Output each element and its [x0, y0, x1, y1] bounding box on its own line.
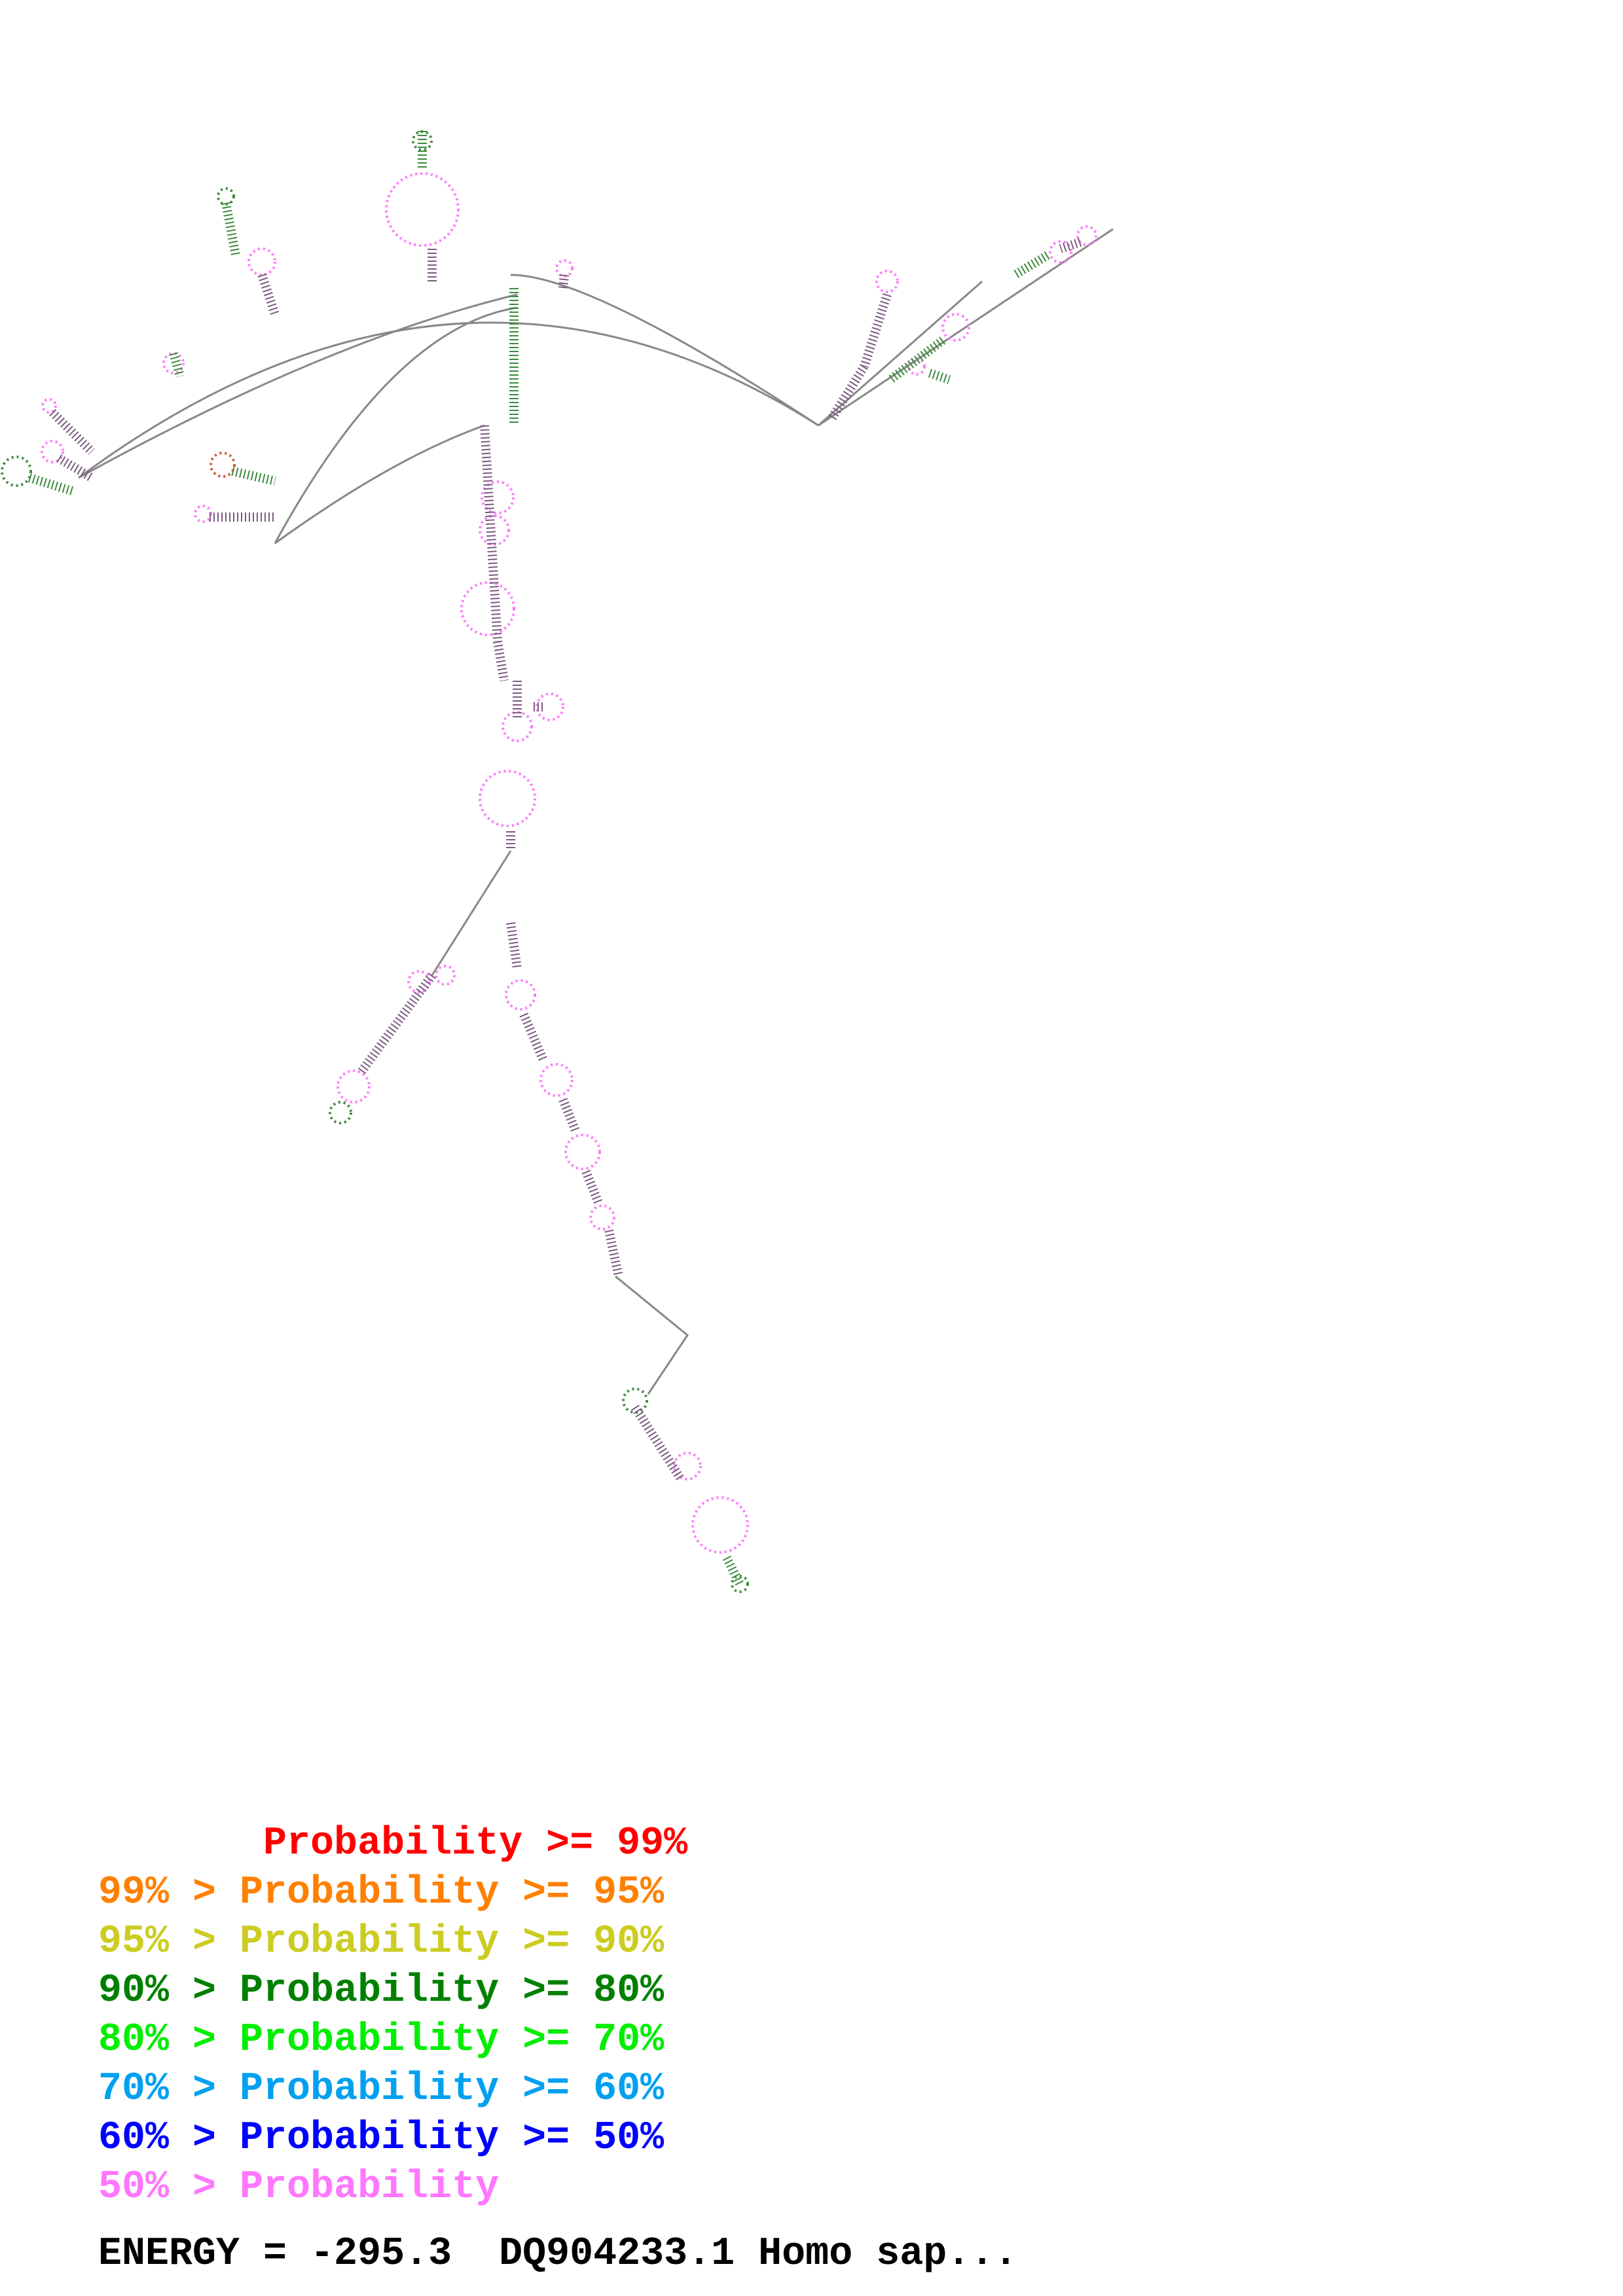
legend-item: 99% > Probability >= 95% — [98, 1871, 665, 1915]
loop — [479, 514, 510, 546]
backbone-segment — [818, 228, 1114, 427]
stem — [887, 336, 946, 384]
loop — [622, 1388, 648, 1414]
energy-label: ENERGY = -295.3 — [98, 2232, 452, 2276]
rna-structure-diagram — [1, 130, 1114, 1593]
loop — [875, 270, 899, 293]
stem — [1059, 238, 1082, 253]
loop — [407, 970, 431, 994]
stem — [581, 1170, 604, 1206]
backbone-segment — [510, 274, 819, 427]
loop — [501, 711, 533, 742]
loop — [162, 352, 185, 374]
energy-and-sequence: ENERGY = -295.3 DQ904233.1 Homo sap... — [98, 2232, 1017, 2276]
loop — [337, 1069, 371, 1103]
loop — [210, 452, 236, 478]
backbone-segment — [78, 321, 819, 479]
stem — [928, 368, 951, 384]
backbone-segment — [615, 1275, 689, 1395]
loop — [41, 440, 64, 463]
stem — [631, 1405, 685, 1482]
legend-item: 60% > Probability >= 50% — [98, 2116, 665, 2161]
stem — [519, 1013, 548, 1062]
stem — [221, 202, 240, 257]
stem — [169, 352, 185, 378]
legend-item: 80% > Probability >= 70% — [98, 2018, 665, 2062]
loop — [385, 172, 460, 247]
loop — [505, 979, 536, 1011]
loop — [1049, 240, 1072, 264]
loop — [247, 247, 276, 276]
stem — [860, 293, 892, 368]
loop — [217, 187, 235, 206]
backbone-lines — [78, 228, 1114, 1395]
legend-item: 50% > Probability — [98, 2165, 500, 2210]
loop — [329, 1101, 352, 1124]
stem — [506, 922, 522, 969]
loop — [481, 480, 515, 514]
backbone-segment — [274, 424, 485, 545]
backbone-segment — [818, 280, 983, 427]
backbone-segment — [431, 850, 512, 976]
stem — [722, 1555, 744, 1587]
loop — [941, 313, 970, 342]
stems — [27, 131, 1082, 1587]
backbone-segment — [274, 306, 518, 544]
loop — [41, 398, 57, 414]
loop — [564, 1134, 601, 1170]
loop — [435, 965, 456, 986]
legend-item: 70% > Probability >= 60% — [98, 2067, 665, 2111]
stem — [1012, 251, 1050, 279]
sequence-name: DQ904233.1 Homo sap... — [499, 2232, 1018, 2276]
loop — [1076, 225, 1097, 246]
loop — [589, 1204, 615, 1230]
loop — [1, 456, 32, 487]
loop — [479, 770, 536, 827]
stem — [257, 273, 280, 316]
legend-item: 95% > Probability >= 90% — [98, 1920, 665, 1964]
loop — [555, 259, 574, 278]
loop — [536, 692, 564, 721]
loop — [194, 505, 212, 523]
stem — [27, 473, 74, 495]
probability-legend: Probability >= 99% 99% > Probability >= 9… — [98, 1820, 687, 2212]
stem — [828, 364, 868, 422]
loops — [1, 130, 1097, 1593]
loop — [460, 581, 515, 636]
loop — [691, 1496, 749, 1554]
stem — [49, 409, 95, 455]
stem — [480, 425, 502, 642]
stem — [56, 454, 94, 482]
loop — [731, 1575, 749, 1593]
loop — [539, 1063, 574, 1097]
legend-item: Probability >= 99% — [98, 1821, 688, 1866]
loop — [673, 1452, 702, 1480]
stem — [231, 467, 276, 486]
stem — [604, 1229, 623, 1278]
stem — [558, 1098, 581, 1134]
stem — [493, 640, 509, 682]
stem — [356, 972, 436, 1077]
legend-item: 90% > Probability >= 80% — [98, 1969, 665, 2013]
backbone-segment — [78, 293, 518, 479]
